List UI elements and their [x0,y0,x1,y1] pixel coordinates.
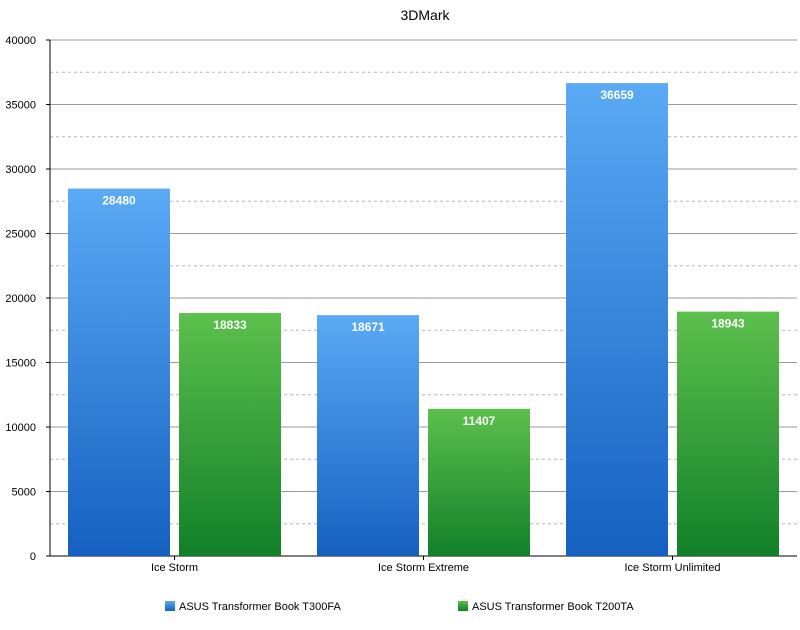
bar [317,315,419,556]
y-tick-label: 30000 [5,164,36,176]
legend-label: ASUS Transformer Book T300FA [179,601,341,613]
legend-swatch [165,601,175,611]
y-tick-label: 0 [30,551,36,563]
bar [428,408,530,556]
bar [68,188,170,556]
bar-value-label: 36659 [600,88,634,102]
x-category-label: Ice Storm [151,562,198,574]
bar-value-label: 18833 [213,318,247,332]
legend-swatch [458,601,468,611]
legend-label: ASUS Transformer Book T200TA [472,601,634,613]
y-tick-label: 5000 [12,487,36,499]
chart-title: 3DMark [400,7,450,23]
y-tick-label: 15000 [5,358,36,370]
x-category-label: Ice Storm Extreme [378,562,469,574]
y-tick-label: 10000 [5,422,36,434]
bar-value-label: 11407 [463,414,496,428]
bar-value-label: 18671 [351,320,385,334]
y-tick-label: 35000 [5,100,36,112]
bar [179,313,281,556]
bar-value-label: 18943 [711,317,745,331]
y-tick-label: 25000 [5,229,36,241]
y-tick-label: 20000 [5,293,36,305]
x-category-label: Ice Storm Unlimited [625,562,721,574]
bar [677,311,779,556]
bar [566,83,668,556]
y-tick-label: 40000 [5,35,36,47]
bar-value-label: 28480 [102,194,136,208]
